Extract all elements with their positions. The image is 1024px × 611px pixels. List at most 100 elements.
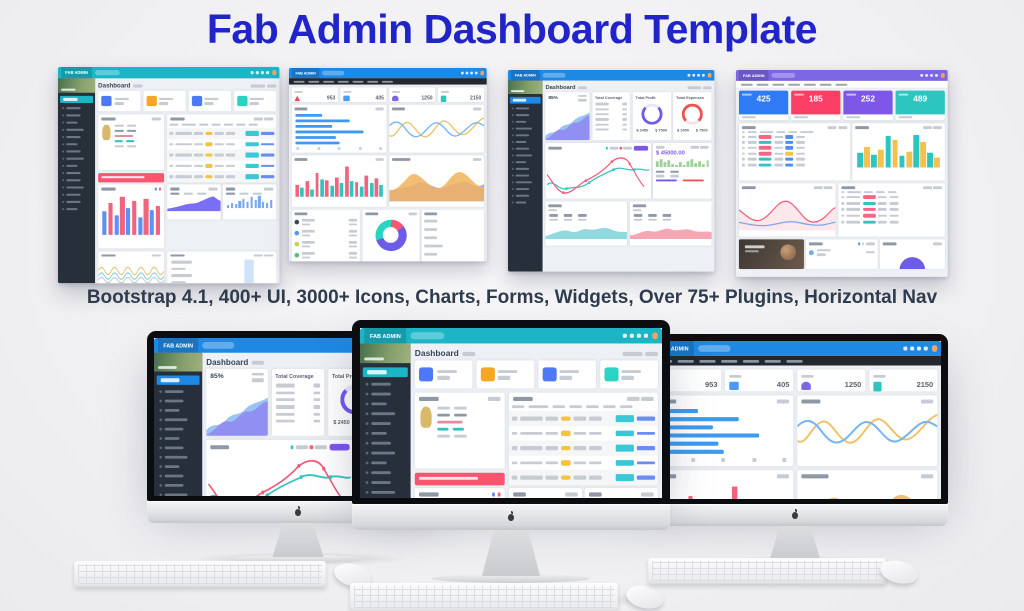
alert-triangle-icon [294,95,301,102]
menu-icon [511,107,514,110]
grouped-bar-chart [98,192,164,237]
navbar: FAB ADMIN [58,67,280,79]
action-button-teal [615,474,634,481]
navbar: FAB ADMIN [360,328,662,344]
stat-card [599,360,658,389]
stat-card [538,360,597,389]
menu-label-skeleton [164,389,184,394]
sidebar [508,80,543,272]
nav-button [202,342,235,349]
table-row [166,171,277,182]
legend-dot-teal [605,147,608,150]
revenue-area-card [796,470,938,499]
menu-label-skeleton [164,474,184,478]
apple-logo-icon [792,509,798,519]
expenses-ring-chart [681,103,703,125]
sidebar-item [508,159,543,166]
imac-base [432,574,590,583]
stat-card [476,360,535,389]
menu-item-skeleton [367,80,379,83]
horizontal-bar-chart-card [291,104,387,153]
menu-label-skeleton [66,135,81,139]
percent-value: 85% [210,372,224,381]
revenue-card: $ 45000.00 [653,142,712,199]
sidebar-item-active [509,96,541,104]
menu-label-skeleton [66,150,81,153]
action-button-teal [615,444,634,451]
box-icon [440,95,446,102]
imac-chin [352,504,670,530]
status-list-card [421,209,485,262]
status-pill-yellow [204,131,212,135]
menu-icon [159,437,163,440]
stat-cards: 953 405 1250 2150 [653,369,938,392]
sidebar-item [58,198,95,205]
legend-dot-blue [491,492,495,496]
sidebar-profile-photo [508,80,543,94]
navbar-icon [250,71,254,74]
sidebar-item [508,112,543,119]
menu-icon [511,201,514,204]
red-teal-bar-chart [653,480,793,499]
table-row [739,140,850,146]
sidebar-item [508,132,543,139]
dual-line-chart [546,157,650,195]
type-pill-teal [862,220,876,224]
stat-card-products: 2150 [437,87,485,103]
sidebar-item [508,145,543,152]
coverage-row [592,107,630,112]
action-button-teal [245,152,259,158]
table-row [166,149,277,161]
status-pill-yellow [204,163,212,168]
coverage-row [592,102,630,107]
menu-label-skeleton [164,418,188,422]
sidebar-item [360,448,411,458]
sidebar-item [58,184,95,191]
navbar-icon [925,74,928,77]
menu-icon [365,431,369,435]
menu-icon [159,418,163,422]
menu-icon [62,150,65,153]
navbar-icons [622,333,648,338]
type-pill-teal [758,157,772,161]
menu-label-skeleton [515,127,532,130]
sidebar-item [154,471,202,480]
menu-item-skeleton [788,83,801,86]
sidebar-item [508,199,543,206]
menu-label-skeleton [371,451,396,455]
menu-icon [365,451,369,455]
stat-card-teal: 489 [895,90,945,121]
wave-line-chart-card [389,104,485,153]
coverage-row [592,122,630,127]
list-icon [294,252,300,258]
purple-donut-peek [899,257,926,269]
stat-card-blue: 425 [738,90,789,121]
sidebar-item [508,152,543,159]
type-pill-teal [758,163,772,167]
sidebar-item [508,125,543,132]
menu-label-skeleton [164,464,180,469]
menu-icon [511,188,514,190]
line-chart-card [98,250,165,284]
sidebar-item [58,105,95,112]
menu-label-skeleton [164,427,184,431]
table-row [739,134,850,140]
menu-icon [365,392,369,396]
page-title: Fab Admin Dashboard Template [206,6,818,52]
menu-label-skeleton [515,201,527,204]
calendar-icon [542,367,557,382]
stat-card [98,90,141,112]
menu-item-skeleton [740,83,753,86]
status-pill-blue [785,135,794,139]
filter-button [329,443,350,451]
blue-bar-sparkline [223,195,277,210]
grouped-bars-card [291,155,387,207]
menu-item-skeleton [772,83,785,86]
imac-bezel: FAB ADMIN Dashboard [352,320,670,504]
legend-dot-blue [154,187,157,191]
list-icon [294,241,300,247]
sidebar-item [508,166,543,173]
menu-icon [511,134,514,137]
menu-item-skeleton [819,83,832,86]
sidebar-item [360,399,411,409]
